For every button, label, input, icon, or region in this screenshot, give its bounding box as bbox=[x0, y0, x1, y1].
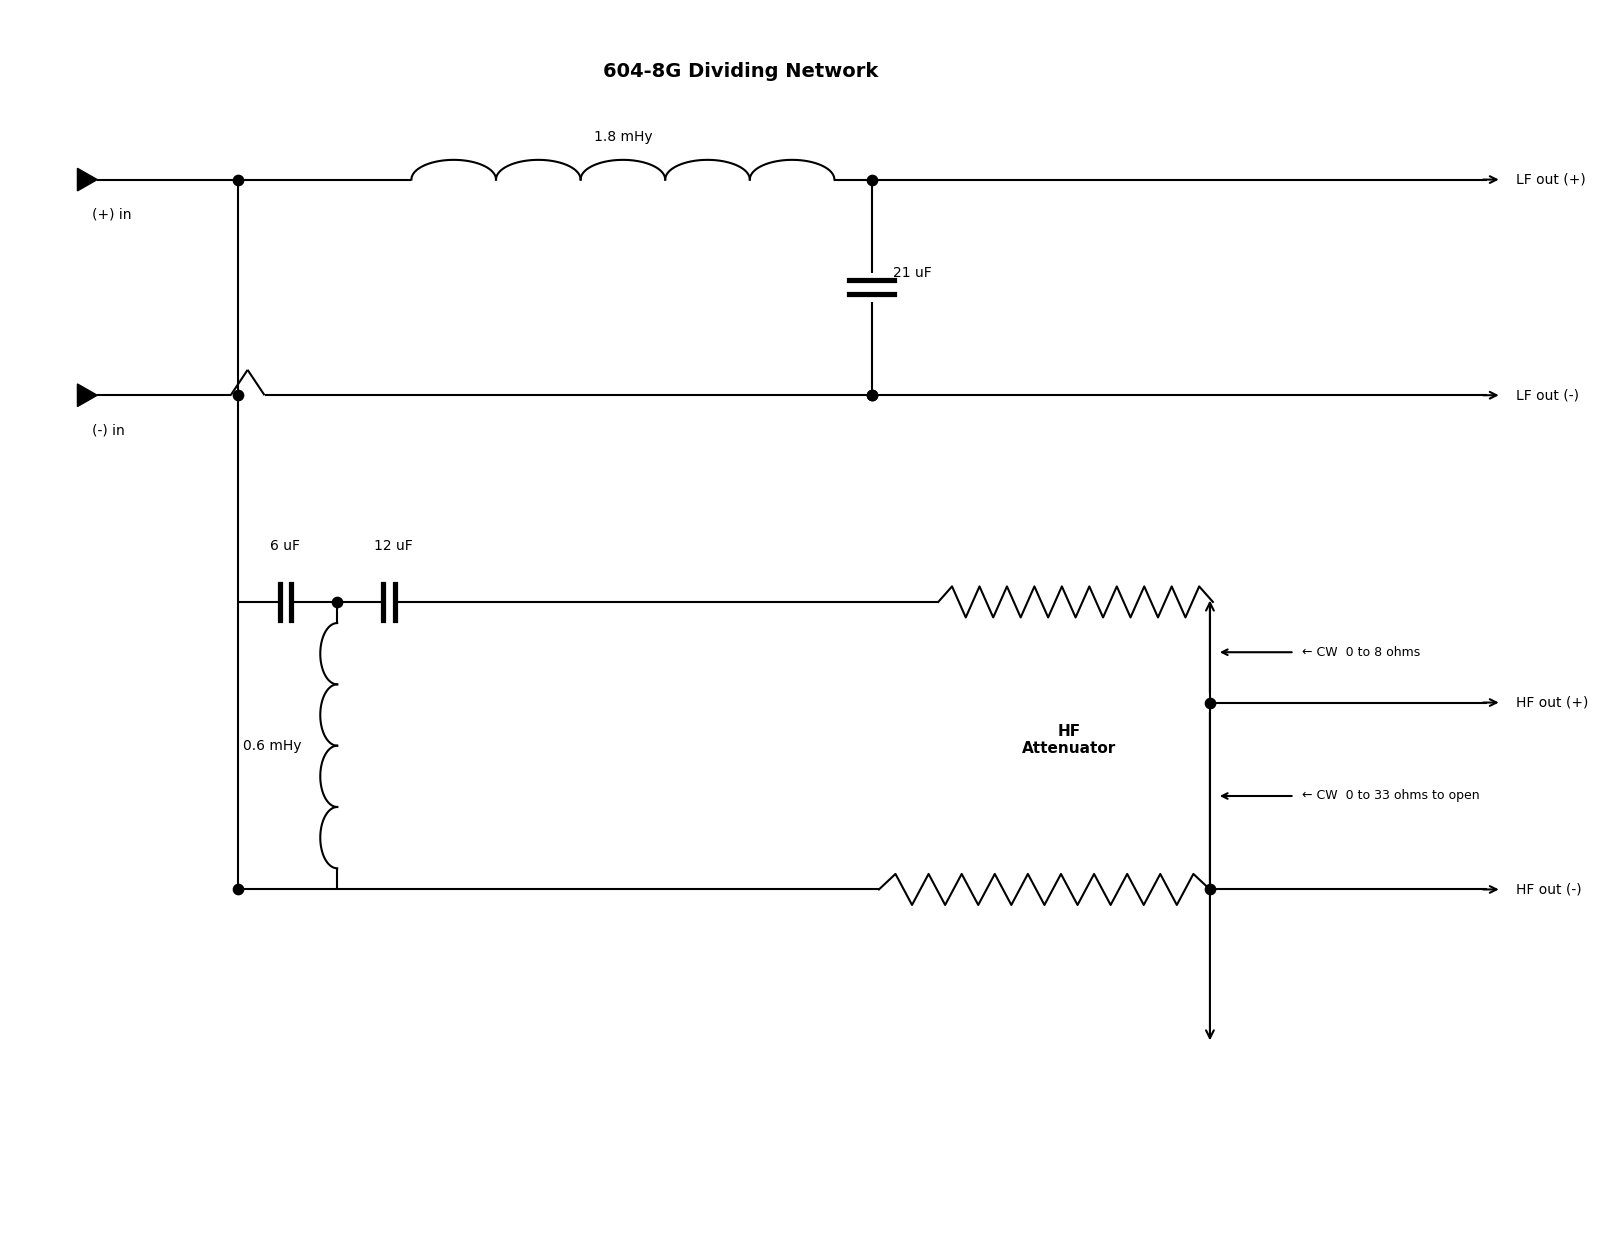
Text: LF out (-): LF out (-) bbox=[1515, 388, 1579, 402]
Text: (+) in: (+) in bbox=[91, 208, 131, 221]
Text: ← CW  0 to 8 ohms: ← CW 0 to 8 ohms bbox=[1301, 646, 1419, 659]
Text: 0.6 mHy: 0.6 mHy bbox=[243, 738, 302, 752]
Text: LF out (+): LF out (+) bbox=[1515, 173, 1586, 187]
Polygon shape bbox=[77, 383, 98, 407]
Polygon shape bbox=[77, 168, 98, 190]
Point bbox=[1197, 693, 1222, 713]
Point bbox=[226, 169, 251, 189]
Point bbox=[226, 386, 251, 406]
Text: (-) in: (-) in bbox=[91, 423, 125, 438]
Point bbox=[859, 386, 885, 406]
Text: HF out (-): HF out (-) bbox=[1515, 882, 1581, 897]
Text: 6 uF: 6 uF bbox=[270, 538, 301, 553]
Point bbox=[325, 593, 350, 612]
Text: HF
Attenuator: HF Attenuator bbox=[1022, 724, 1117, 756]
Point bbox=[226, 880, 251, 899]
Text: 12 uF: 12 uF bbox=[374, 538, 413, 553]
Point bbox=[1197, 880, 1222, 899]
Text: 604-8G Dividing Network: 604-8G Dividing Network bbox=[603, 62, 878, 80]
Text: ← CW  0 to 33 ohms to open: ← CW 0 to 33 ohms to open bbox=[1301, 789, 1480, 803]
Text: HF out (+): HF out (+) bbox=[1515, 695, 1589, 710]
Text: 1.8 mHy: 1.8 mHy bbox=[594, 130, 653, 145]
Point bbox=[859, 169, 885, 189]
Point bbox=[859, 386, 885, 406]
Text: 21 uF: 21 uF bbox=[893, 266, 931, 281]
